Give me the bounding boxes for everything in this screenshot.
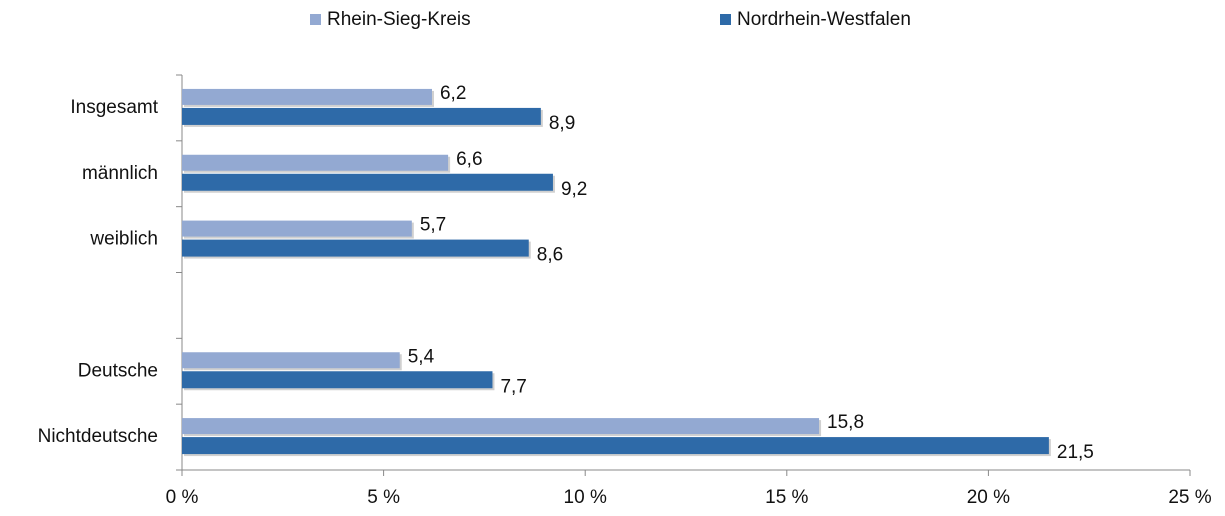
data-label: 8,9: [549, 113, 575, 134]
data-label: 21,5: [1057, 442, 1094, 463]
y-tick-label: Insgesamt: [70, 97, 158, 118]
bar: [182, 239, 529, 257]
data-label: 15,8: [827, 412, 864, 433]
data-label: 6,6: [456, 149, 482, 170]
data-label: 8,6: [537, 245, 563, 266]
legend-swatch: [310, 14, 321, 25]
x-tick-label: 0 %: [166, 487, 199, 508]
data-label: 6,2: [440, 83, 466, 104]
data-label: 9,2: [561, 179, 587, 200]
bar: [182, 418, 820, 435]
x-tick-label: 15 %: [765, 487, 808, 508]
legend-label: Rhein-Sieg-Kreis: [327, 9, 471, 30]
y-tick-label: Deutsche: [78, 360, 158, 381]
bar: [182, 173, 553, 191]
data-label: 7,7: [500, 376, 526, 397]
y-tick-label: Nichtdeutsche: [38, 426, 158, 447]
legend-swatch: [720, 14, 731, 25]
y-tick-label: weiblich: [89, 229, 158, 250]
bar: [182, 154, 449, 171]
bar: [182, 107, 541, 125]
bar: [182, 437, 1049, 455]
x-tick-label: 25 %: [1168, 487, 1211, 508]
x-tick-label: 5 %: [367, 487, 400, 508]
bar: [182, 220, 412, 237]
data-label: 5,4: [408, 346, 435, 367]
bar: [182, 371, 493, 389]
legend-label: Nordrhein-Westfalen: [737, 9, 911, 30]
x-tick-label: 10 %: [564, 487, 607, 508]
data-label: 5,7: [420, 215, 446, 236]
x-tick-label: 20 %: [967, 487, 1010, 508]
bar: [182, 352, 400, 369]
bar: [182, 88, 432, 105]
y-tick-label: männlich: [82, 163, 158, 184]
